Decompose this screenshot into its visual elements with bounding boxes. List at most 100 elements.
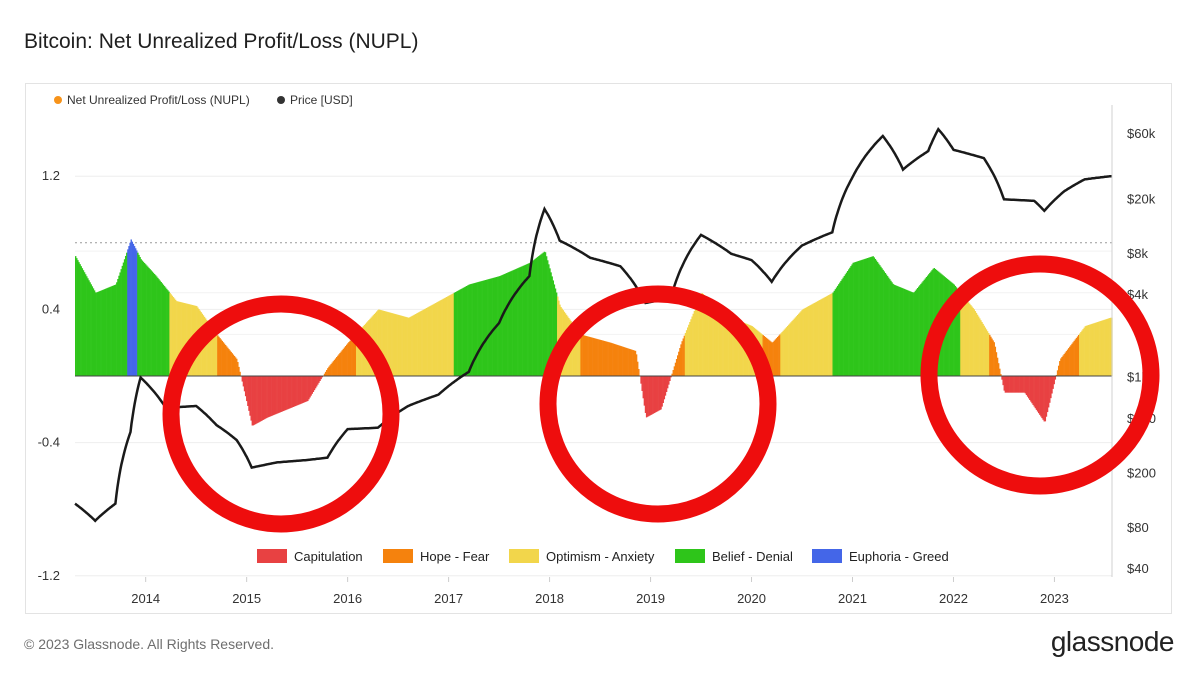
- nupl-bar: [883, 271, 885, 376]
- nupl-bar: [621, 346, 623, 376]
- nupl-bar: [140, 259, 142, 376]
- nupl-bar: [833, 290, 836, 376]
- nupl-bar: [884, 272, 887, 376]
- nupl-bar: [1071, 343, 1073, 376]
- nupl-bar: [784, 328, 787, 376]
- nupl-bar: [1082, 329, 1084, 376]
- nupl-bar: [1080, 332, 1082, 376]
- nupl-bar: [922, 281, 924, 376]
- nupl-bar: [982, 323, 984, 376]
- nupl-bar: [336, 357, 338, 376]
- legend-swatch: [509, 549, 539, 563]
- nupl-bar: [172, 297, 175, 376]
- nupl-bar: [687, 327, 689, 376]
- nupl-bar: [413, 314, 416, 376]
- nupl-bar: [653, 376, 656, 414]
- nupl-bar: [208, 323, 210, 376]
- nupl-bar: [379, 309, 381, 376]
- nupl-bar: [478, 281, 480, 376]
- nupl-bar: [974, 311, 977, 376]
- nupl-bar: [1072, 342, 1074, 376]
- nupl-bar: [409, 317, 411, 376]
- nupl-bar: [555, 292, 558, 376]
- nupl-bar: [422, 309, 425, 376]
- nupl-bar: [182, 302, 185, 376]
- nupl-bar: [923, 279, 925, 376]
- nupl-bar: [879, 265, 881, 376]
- nupl-bar: [156, 276, 158, 376]
- nupl-bar: [694, 308, 697, 376]
- nupl-bar: [109, 286, 111, 376]
- right-tick-label: $80: [1127, 520, 1149, 535]
- nupl-bar: [150, 270, 152, 376]
- nupl-bar: [557, 296, 559, 376]
- nupl-bar: [1061, 356, 1063, 376]
- nupl-bar: [962, 295, 964, 376]
- nupl-bar: [868, 257, 870, 376]
- nupl-bar: [354, 334, 357, 376]
- nupl-bar: [358, 331, 360, 376]
- nupl-bar: [508, 272, 510, 376]
- nupl-bar: [615, 344, 618, 376]
- nupl-bar: [574, 327, 577, 376]
- nupl-bar: [796, 314, 799, 376]
- nupl-bar: [467, 285, 469, 376]
- nupl-bar: [131, 241, 134, 376]
- nupl-bar: [1039, 376, 1041, 415]
- nupl-bar: [178, 301, 180, 376]
- nupl-bar: [420, 311, 422, 376]
- nupl-bar: [533, 259, 536, 376]
- nupl-bar: [783, 329, 786, 376]
- nupl-bar: [222, 342, 225, 376]
- nupl-bar: [539, 255, 541, 376]
- nupl-bar: [522, 265, 525, 376]
- nupl-bar: [113, 285, 116, 376]
- nupl-bar: [693, 310, 696, 376]
- nupl-bar: [1002, 376, 1004, 386]
- nupl-bar: [866, 258, 869, 376]
- nupl-bar: [270, 376, 272, 417]
- nupl-bar: [809, 305, 811, 376]
- nupl-bar: [457, 290, 459, 376]
- nupl-bar: [177, 301, 179, 376]
- nupl-bar: [669, 376, 671, 381]
- nupl-bar: [507, 272, 509, 376]
- nupl-bar: [316, 376, 318, 387]
- nupl-bar: [405, 317, 408, 376]
- nupl-bar: [782, 330, 784, 376]
- nupl-bar: [525, 264, 528, 376]
- nupl-bar: [479, 281, 481, 376]
- nupl-bar: [670, 376, 672, 378]
- nupl-bar: [674, 362, 677, 376]
- nupl-bar: [1052, 376, 1054, 389]
- nupl-bar: [164, 287, 167, 376]
- nupl-bar: [634, 350, 637, 376]
- nupl-bar: [1109, 318, 1111, 376]
- nupl-bar: [696, 302, 699, 376]
- nupl-bar: [659, 376, 661, 411]
- nupl-bar: [913, 292, 915, 376]
- nupl-bar: [954, 285, 957, 376]
- nupl-bar: [642, 376, 644, 399]
- nupl-bar: [357, 332, 359, 376]
- nupl-bar: [124, 255, 127, 376]
- nupl-bar: [704, 295, 707, 376]
- nupl-bar: [700, 294, 702, 376]
- nupl-bar: [253, 376, 256, 425]
- nupl-bar: [251, 376, 254, 426]
- nupl-bar: [652, 376, 654, 414]
- nupl-bar: [518, 267, 520, 376]
- nupl-bar: [785, 327, 788, 376]
- nupl-bar: [998, 363, 1000, 376]
- nupl-bar: [206, 319, 208, 376]
- nupl-bar: [389, 312, 391, 376]
- nupl-bar: [822, 298, 824, 376]
- nupl-bar: [328, 366, 330, 376]
- nupl-bar: [171, 295, 174, 376]
- nupl-bar: [649, 376, 651, 416]
- nupl-bar: [267, 376, 269, 418]
- nupl-bar: [98, 291, 100, 376]
- nupl-bar: [1005, 376, 1008, 393]
- nupl-bar: [919, 285, 921, 376]
- nupl-bar: [475, 282, 478, 376]
